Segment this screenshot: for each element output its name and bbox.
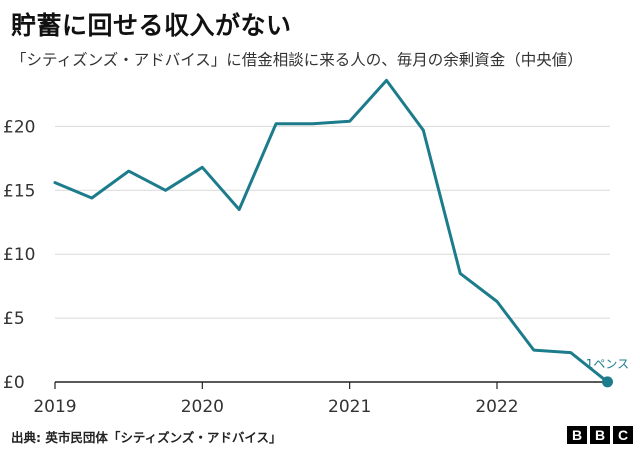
bbc-logo: B B C <box>567 426 633 444</box>
annotation-label: 1ペンス <box>586 357 629 371</box>
y-tick-label: £20 <box>3 117 35 137</box>
x-tick-label: 2022 <box>475 397 518 417</box>
y-tick-label: £15 <box>3 181 35 201</box>
bbc-logo-block: C <box>613 426 633 444</box>
bbc-logo-block: B <box>590 426 610 444</box>
y-tick-label: £10 <box>3 245 35 265</box>
x-tick-label: 2019 <box>33 397 76 417</box>
y-tick-label: £5 <box>3 309 25 329</box>
source-note: 出典: 英市民団体「シティズンズ・アドバイス」 <box>11 430 282 445</box>
x-tick-label: 2020 <box>181 397 224 417</box>
chart-title: 貯蓄に回せる収入がない <box>11 11 292 40</box>
chart-subtitle: 「シティズンズ・アドバイス」に借金相談に来る人の、毎月の余剰資金（中央値） <box>11 51 583 69</box>
y-tick-label: £0 <box>3 373 25 393</box>
data-series-line <box>53 78 609 384</box>
bbc-logo-block: B <box>567 426 587 444</box>
x-tick-label: 2021 <box>328 397 371 417</box>
end-point-marker <box>601 376 613 388</box>
